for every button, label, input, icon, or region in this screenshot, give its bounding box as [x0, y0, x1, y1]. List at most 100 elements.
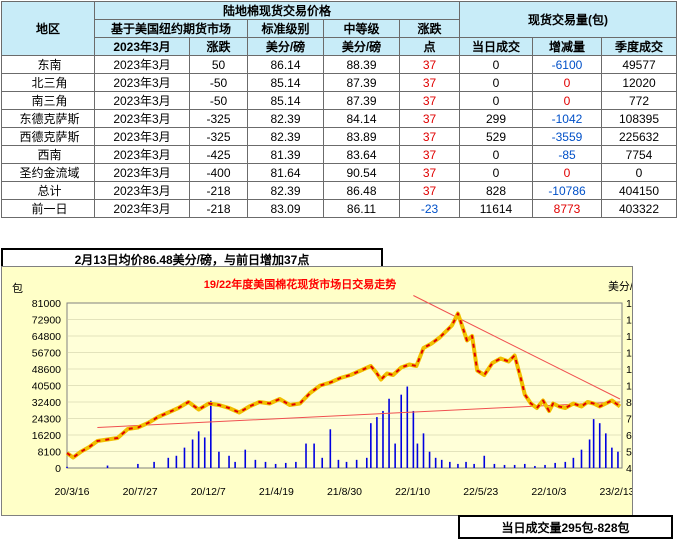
chart-title: 19/22年度美国棉花现货市场日交易走势 — [204, 277, 397, 291]
volume-bar — [218, 451, 220, 468]
cell-today: 299 — [459, 109, 533, 128]
cell-change: -400 — [189, 163, 248, 182]
cell-mid: 86.11 — [323, 199, 400, 218]
x-tick-label: 22/1/10 — [395, 486, 430, 498]
volume-bar — [313, 443, 315, 468]
left-tick-label: 48600 — [32, 364, 61, 376]
cell-region: 总计 — [1, 181, 95, 200]
today-header: 当日成交 — [459, 37, 533, 56]
left-tick-label: 16200 — [32, 430, 61, 442]
volume-bar — [370, 423, 372, 468]
cell-change: -325 — [189, 109, 248, 128]
trend-line — [413, 295, 621, 400]
cell-month: 2023年3月 — [94, 163, 190, 182]
right-tick-label: 133 — [626, 331, 632, 343]
volume-bar — [617, 451, 619, 468]
cell-today: 828 — [459, 181, 533, 200]
table-row: 北三角 2023年3月 -50 85.14 87.39 37 0 0 12020 — [1, 73, 677, 92]
right-tick-label: 144 — [626, 315, 632, 327]
cell-delta: 0 — [532, 91, 602, 110]
std-unit-header: 美分/磅 — [247, 37, 324, 56]
volume-bar — [592, 419, 595, 468]
cell-mid: 84.14 — [323, 109, 400, 128]
volume-bar — [434, 457, 437, 468]
right-tick-label: 67 — [626, 430, 632, 442]
right-tick-label: 89 — [626, 397, 632, 409]
left-tick-label: 24300 — [32, 414, 61, 426]
cell-month: 2023年3月 — [94, 181, 190, 200]
left-tick-label: 72900 — [32, 315, 61, 327]
volume-bar — [422, 433, 425, 468]
left-tick-label: 0 — [55, 463, 61, 475]
volume-bar — [167, 457, 170, 468]
table-row: 前一日 2023年3月 -218 83.09 86.11 -23 11614 8773 4033… — [1, 199, 677, 218]
x-tick-label: 20/7/27 — [123, 486, 158, 498]
cell-today: 0 — [459, 163, 533, 182]
volume-bar — [345, 461, 348, 468]
col-region-header: 地区 — [1, 1, 95, 56]
volume-bar — [449, 461, 451, 468]
cell-month: 2023年3月 — [94, 91, 190, 110]
x-tick-label: 22/5/23 — [463, 486, 498, 498]
volume-bar — [503, 464, 506, 468]
cell-std: 85.14 — [247, 91, 324, 110]
volume-bar — [416, 443, 419, 468]
cell-region: 圣约金流域 — [1, 163, 95, 182]
volume-bar — [329, 429, 332, 468]
cell-change: -218 — [189, 181, 248, 200]
avg-price-note: 2月13日均价86.48美分/磅，与前日增加37点 — [1, 248, 383, 268]
volume-bar — [203, 437, 206, 468]
std-grade-header: 标准级别 — [247, 19, 324, 38]
cell-pt: 37 — [399, 181, 460, 200]
left-tick-label: 81000 — [32, 298, 61, 310]
cell-pt: 37 — [399, 127, 460, 146]
cell-today: 0 — [459, 91, 533, 110]
volume-bar — [210, 400, 212, 468]
cell-month: 2023年3月 — [94, 145, 190, 164]
volume-bar — [406, 386, 409, 468]
x-tick-label: 22/10/3 — [531, 486, 566, 498]
volume-bar — [274, 463, 277, 468]
cell-pt: 37 — [399, 109, 460, 128]
cell-season: 108395 — [601, 109, 677, 128]
cell-region: 南三角 — [1, 91, 95, 110]
volume-bar — [554, 462, 556, 468]
cell-today: 529 — [459, 127, 533, 146]
volume-bar — [365, 457, 368, 468]
cell-month: 2023年3月 — [94, 199, 190, 218]
volume-bar — [394, 443, 396, 468]
cell-season: 49577 — [601, 55, 677, 74]
cell-month: 2023年3月 — [94, 55, 190, 74]
volume-bar — [572, 457, 575, 468]
cell-region: 北三角 — [1, 73, 95, 92]
x-tick-label: 20/12/7 — [191, 486, 226, 498]
volume-bar — [483, 455, 486, 468]
left-unit-label: 包 — [12, 282, 23, 295]
volume-bar — [604, 433, 607, 468]
volume-bar — [183, 447, 186, 468]
cell-region: 西德克萨斯 — [1, 127, 95, 146]
cell-today: 0 — [459, 73, 533, 92]
volume-bar — [137, 463, 139, 468]
cell-season: 404150 — [601, 181, 677, 200]
cell-region: 东德克萨斯 — [1, 109, 95, 128]
volume-bar — [564, 461, 567, 468]
table-row: 东南 2023年3月 50 86.14 88.39 37 0 -6100 49577 — [1, 55, 677, 74]
cell-change: -50 — [189, 73, 248, 92]
cell-std: 83.09 — [247, 199, 324, 218]
price-line — [65, 311, 622, 460]
volume-bar — [295, 461, 297, 468]
volume-note: 当日成交量295包-828包 — [458, 515, 673, 539]
table-row: 东德克萨斯 2023年3月 -325 82.39 84.14 37 299 -1042 1083… — [1, 109, 677, 128]
cell-change: -425 — [189, 145, 248, 164]
delta-header: 增减量 — [532, 37, 602, 56]
cell-mid: 83.89 — [323, 127, 400, 146]
x-tick-label: 23/2/13 — [599, 486, 632, 498]
cell-delta: -85 — [532, 145, 602, 164]
market-table: 地区 陆地棉现货交易价格 现货交易量(包) 基于美国纽约期货市场 标准级别 中等… — [1, 1, 677, 218]
x-tick-label: 21/8/30 — [327, 486, 362, 498]
x-tick-label: 21/4/19 — [259, 486, 294, 498]
cell-mid: 87.39 — [323, 73, 400, 92]
volume-group-header: 现货交易量(包) — [459, 1, 677, 38]
cell-pt: 37 — [399, 145, 460, 164]
